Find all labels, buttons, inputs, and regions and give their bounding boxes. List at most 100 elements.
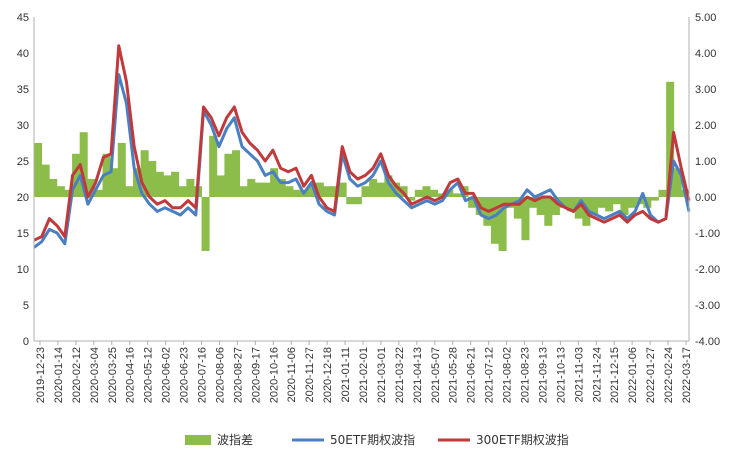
- spread-bar: [384, 175, 393, 197]
- spread-bar: [232, 150, 241, 197]
- spread-bar: [658, 189, 667, 197]
- spread-bar: [597, 197, 606, 208]
- x-tick-label: 2021-02-01: [358, 347, 370, 403]
- x-tick-label: 2021-01-11: [340, 347, 352, 402]
- x-tick-label: 2020-04-16: [125, 347, 137, 403]
- spread-bar: [452, 193, 461, 197]
- x-tick-label: 2020-08-27: [232, 347, 244, 403]
- spread-bar: [277, 179, 286, 197]
- x-tick-label: 2020-01-14: [53, 347, 65, 403]
- spread-bar: [559, 197, 568, 208]
- legend: 波指差 50ETF期权波指 300ETF期权波指: [185, 432, 569, 447]
- spread-bar: [498, 197, 507, 251]
- x-tick-label: 2021-05-28: [448, 347, 460, 403]
- spread-bar: [567, 197, 576, 212]
- etf300-line: [33, 44, 691, 242]
- spread-bar: [254, 182, 263, 197]
- spread-bar: [612, 197, 621, 205]
- x-tick-label: 2021-08-02: [502, 347, 514, 403]
- spread-bar: [589, 197, 599, 215]
- spread-bar: [346, 197, 355, 205]
- x-tick-label: 2021-11-24: [591, 347, 603, 402]
- spread-bar: [353, 197, 362, 205]
- x-tick-label: 2021-04-13: [412, 347, 424, 403]
- spread-bar: [315, 182, 324, 197]
- x-tick-label: 2021-07-12: [484, 347, 496, 403]
- legend-label: 波指差: [217, 432, 253, 447]
- spread-bar: [270, 168, 279, 197]
- left-tick-label: 25: [17, 156, 29, 168]
- legend-swatch-spread: [185, 435, 211, 445]
- spread-bar: [94, 189, 103, 197]
- spread-bar: [536, 197, 545, 215]
- left-tick-label: 10: [17, 264, 29, 276]
- axes-group: [33, 17, 690, 342]
- x-axis-ticks: 2019-12-23 2020-01-14 2020-02-12 2020-03-04…: [35, 341, 693, 403]
- spread-bar: [331, 186, 340, 197]
- spread-bar: [376, 182, 385, 197]
- spread-bar: [72, 153, 81, 197]
- spread-bar: [338, 182, 347, 197]
- left-axis-ticks: 0 5 10 15 20 25 30 35 40 45: [17, 12, 29, 348]
- spread-bar: [620, 197, 629, 215]
- x-tick-label: 2021-06-21: [466, 347, 478, 403]
- spread-bar: [506, 197, 515, 208]
- spread-bar: [551, 197, 560, 215]
- spread-bar: [666, 81, 675, 197]
- right-tick-label: 4.00: [695, 48, 716, 60]
- x-tick-label: 2020-10-16: [268, 347, 280, 403]
- spread-bar: [369, 179, 378, 197]
- x-tick-label: 2022-03-17: [681, 347, 693, 403]
- x-tick-label: 2020-08-06: [214, 347, 226, 403]
- spread-bar: [41, 164, 50, 197]
- etf50-line: [33, 73, 691, 249]
- right-tick-label: 0.00: [695, 192, 716, 204]
- legend-label: 300ETF期权波指: [476, 432, 569, 447]
- legend-label: 50ETF期权波指: [330, 432, 415, 447]
- x-tick-label: 2022-01-06: [627, 347, 639, 403]
- spread-bar: [201, 197, 210, 251]
- spread-bar: [407, 197, 416, 201]
- x-tick-label: 2022-01-27: [645, 347, 657, 403]
- spread-bar: [79, 132, 88, 197]
- right-tick-label: 5.00: [695, 12, 716, 24]
- spread-bar: [292, 189, 301, 197]
- left-tick-label: 35: [17, 84, 29, 96]
- x-tick-label: 2021-10-13: [555, 347, 567, 403]
- spread-bar: [490, 197, 499, 244]
- spread-bar: [209, 135, 218, 197]
- spread-bar: [414, 189, 423, 197]
- spread-bar: [163, 175, 172, 197]
- spread-bar: [422, 186, 431, 197]
- spread-bar: [148, 161, 157, 197]
- left-tick-label: 20: [17, 192, 29, 204]
- spread-bar: [216, 175, 225, 197]
- x-tick-label: 2022-02-24: [663, 347, 675, 403]
- spread-bar: [125, 186, 134, 197]
- left-tick-label: 40: [17, 48, 29, 60]
- x-tick-label: 2020-12-18: [322, 347, 334, 403]
- spread-bar: [239, 186, 248, 197]
- right-tick-label: 3.00: [695, 84, 716, 96]
- spread-bar: [437, 193, 446, 197]
- x-tick-label: 2021-11-03: [573, 347, 585, 402]
- spread-bar: [468, 197, 477, 208]
- spread-bar: [650, 197, 659, 201]
- right-tick-label: 1.00: [695, 156, 716, 168]
- x-tick-label: 2020-02-12: [71, 347, 83, 403]
- left-tick-label: 15: [17, 228, 29, 240]
- spread-bar: [140, 150, 149, 197]
- spread-bar: [117, 143, 126, 197]
- spread-bar: [521, 197, 530, 241]
- spread-bar: [56, 186, 65, 197]
- spread-bar: [34, 143, 43, 197]
- line-series-group: [33, 44, 691, 249]
- spread-bar: [323, 186, 332, 197]
- spread-bar: [155, 171, 164, 197]
- x-tick-label: 2020-03-25: [107, 347, 119, 403]
- spread-bar: [544, 197, 553, 226]
- spread-bar: [178, 186, 187, 197]
- x-tick-label: 2020-05-12: [143, 347, 155, 403]
